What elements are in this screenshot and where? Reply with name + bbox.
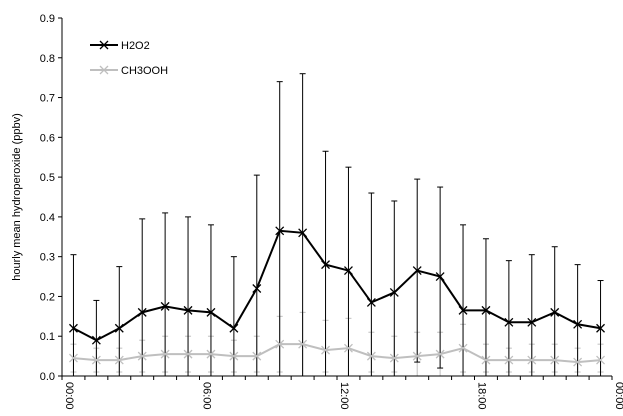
ch3ooh-point: [114, 355, 124, 365]
ch3ooh-point: [412, 351, 422, 361]
ch3ooh-point: [366, 351, 376, 361]
h2o2-point: [550, 307, 560, 317]
h2o2-point: [229, 323, 239, 333]
ch3ooh-point: [91, 355, 101, 365]
axes-layer: 0.0 0.1 0.2 0.3 0.4 0.5 0.6 0.7 0.8 0.9 00:00 06:00…: [11, 13, 623, 410]
ch3ooh-line: [73, 343, 601, 364]
h2o2-point: [206, 307, 216, 317]
ch3ooh-point: [481, 355, 491, 365]
legend-marker-h2o2: [99, 40, 109, 50]
h2o2-point: [160, 301, 170, 311]
x-tick-label: 12:00: [338, 382, 350, 410]
ch3ooh-point: [596, 355, 606, 365]
x-tick-label: 00:00: [63, 382, 75, 410]
y-tick-label: 0.0: [40, 371, 55, 383]
h2o2-point: [321, 260, 331, 270]
legend-label-ch3ooh: CH3OOH: [121, 65, 168, 77]
legend-marker-ch3ooh: [99, 65, 109, 75]
h2o2-point: [275, 226, 285, 236]
x-tick-label: 18:00: [476, 382, 488, 410]
y-tick-label: 0.6: [40, 132, 55, 144]
y-tick-label: 0.1: [40, 331, 55, 343]
y-tick-label: 0.7: [40, 93, 55, 105]
y-tick-label: 0.3: [40, 252, 55, 264]
y-axis-title: hourly mean hydroperoxide (ppbv): [11, 113, 23, 281]
h2o2-point: [435, 272, 445, 282]
h2o2-point: [527, 317, 537, 327]
ch3ooh-point: [160, 349, 170, 359]
h2o2-point: [573, 319, 583, 329]
ch3ooh-point: [550, 355, 560, 365]
y-tick-label: 0.9: [40, 13, 55, 25]
h2o2-point: [481, 305, 491, 315]
h2o2-point: [68, 323, 78, 333]
h2o2-point: [412, 266, 422, 276]
ch3ooh-point: [527, 355, 537, 365]
h2o2-point: [137, 307, 147, 317]
ch3ooh-point: [435, 349, 445, 359]
ch3ooh-point: [183, 349, 193, 359]
legend-label-h2o2: H2O2: [121, 40, 150, 52]
ch3ooh-point: [573, 357, 583, 367]
x-tick-label: 00:00: [613, 382, 623, 410]
h2o2-point: [504, 317, 514, 327]
ch3ooh-point: [137, 351, 147, 361]
ch3ooh-point: [68, 353, 78, 363]
y-tick-label: 0.5: [40, 172, 55, 184]
h2o2-point: [252, 284, 262, 293]
h2o2-point: [91, 335, 101, 345]
h2o2-point: [343, 266, 353, 276]
ch3ooh-point: [229, 351, 239, 361]
y-tick-label: 0.8: [40, 53, 55, 65]
ch3ooh-point: [252, 351, 262, 361]
h2o2-point: [183, 305, 193, 315]
ch3ooh-point: [504, 355, 514, 365]
ch3ooh-point: [275, 339, 285, 349]
h2o2-line: [72, 229, 601, 342]
ch3ooh-point: [389, 353, 399, 363]
ch3ooh-point: [343, 343, 353, 353]
ch3ooh-point: [458, 343, 468, 353]
series-layer: [68, 226, 606, 367]
y-tick-label: 0.2: [40, 291, 55, 303]
h2o2-point: [389, 288, 399, 297]
h2o2-point: [366, 297, 376, 307]
h2o2-point: [596, 323, 606, 333]
legend: H2O2 CH3OOH: [90, 40, 168, 77]
ch3ooh-point: [206, 349, 216, 359]
h2o2-point: [458, 305, 468, 315]
h2o2-point: [298, 228, 308, 238]
error-bars-layer: [70, 73, 604, 377]
x-tick-label: 06:00: [201, 382, 213, 410]
ch3ooh-point: [298, 339, 308, 349]
y-tick-label: 0.4: [40, 212, 55, 224]
h2o2-point: [114, 323, 124, 333]
ch3ooh-point: [321, 345, 331, 355]
